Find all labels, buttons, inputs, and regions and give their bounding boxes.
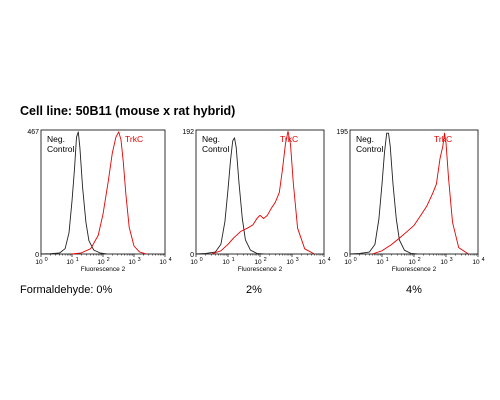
panel-1-x-tick-exponent: 2 <box>264 257 267 263</box>
panel-1-x-axis-label: Fluorescence 2 <box>238 266 283 273</box>
panel-2-trkc-curve <box>372 132 469 255</box>
panel-1-x-tick-label: 10 <box>286 259 294 266</box>
panel-2-x-axis-label: Fluorescence 2 <box>392 266 437 273</box>
panel-1-x-tick-exponent: 1 <box>232 257 235 263</box>
panel-2-legend-trkc: TrkC <box>434 134 452 144</box>
panel-1-x-tick-label: 10 <box>190 259 198 266</box>
panel-0-legend-neg-control: Neg. <box>47 134 65 144</box>
panel-2-legend-neg-control: Neg. <box>356 134 374 144</box>
panel-1-legend-neg-control-line2: Control <box>202 144 230 154</box>
chart-heading: Cell line: 50B11 (mouse x rat hybrid) <box>20 104 236 118</box>
panel-0-x-tick-exponent: 3 <box>138 257 141 263</box>
panel-caption-2-percent: 2% <box>246 284 262 296</box>
panel-2-x-tick-exponent: 4 <box>482 257 485 263</box>
panel-2-ymax-label: 195 <box>336 129 348 136</box>
panel-0-x-tick-label: 10 <box>128 259 136 266</box>
panel-2-x-tick-label: 10 <box>472 259 480 266</box>
panel-0-neg-control-curve <box>40 131 107 255</box>
panel-0-x-tick-exponent: 2 <box>107 257 110 263</box>
panel-2-x-tick-label: 10 <box>440 259 448 266</box>
panel-0-x-tick-label: 10 <box>66 259 74 266</box>
panel-0-x-tick-exponent: 4 <box>169 257 172 263</box>
panel-caption-4-percent: 4% <box>406 284 422 296</box>
panel-2-ymin-label: 0 <box>344 252 348 259</box>
panel-1-x-tick-label: 10 <box>318 259 326 266</box>
panel-1-x-tick-exponent: 3 <box>296 257 299 263</box>
panel-0-x-tick-exponent: 1 <box>76 257 79 263</box>
panel-0-legend-trkc: TrkC <box>125 134 143 144</box>
panel-0-trkc-curve <box>71 131 147 255</box>
panel-0-x-tick-exponent: 0 <box>45 257 48 263</box>
panel-2-neg-control-curve <box>349 132 418 255</box>
panel-2-x-tick-label: 10 <box>376 259 384 266</box>
panel-2-x-tick-exponent: 3 <box>450 257 453 263</box>
panel-caption-formaldehyde-0: Formaldehyde: 0% <box>20 284 113 296</box>
panel-1-ymax-label: 192 <box>182 129 194 136</box>
panel-1-legend-trkc: TrkC <box>280 134 298 144</box>
panel-0-x-tick-label: 10 <box>35 259 43 266</box>
panel-0-ymax-label: 467 <box>27 129 39 136</box>
panel-0-legend-neg-control-line2: Control <box>47 144 75 154</box>
panel-1-trkc-curve <box>211 130 315 255</box>
panel-0-x-tick-label: 10 <box>159 259 167 266</box>
panel-2-x-tick-exponent: 2 <box>418 257 421 263</box>
panel-2-x-tick-label: 10 <box>344 259 352 266</box>
panel-0-x-tick-label: 10 <box>97 259 105 266</box>
panel-1-x-tick-label: 10 <box>222 259 230 266</box>
panel-1-legend-neg-control: Neg. <box>202 134 220 144</box>
panel-0-ymin-label: 0 <box>35 252 39 259</box>
panel-2-x-tick-exponent: 1 <box>386 257 389 263</box>
panel-2-x-tick-label: 10 <box>408 259 416 266</box>
panel-1-ymin-label: 0 <box>190 252 194 259</box>
panel-1-x-tick-label: 10 <box>254 259 262 266</box>
panel-2-legend-neg-control-line2: Control <box>356 144 384 154</box>
panel-1-neg-control-curve <box>195 137 264 255</box>
panel-1-x-tick-exponent: 0 <box>200 257 203 263</box>
panel-2-x-tick-exponent: 0 <box>354 257 357 263</box>
panel-1-x-tick-exponent: 4 <box>328 257 331 263</box>
panel-0-x-axis-label: Fluorescence 2 <box>81 266 126 273</box>
